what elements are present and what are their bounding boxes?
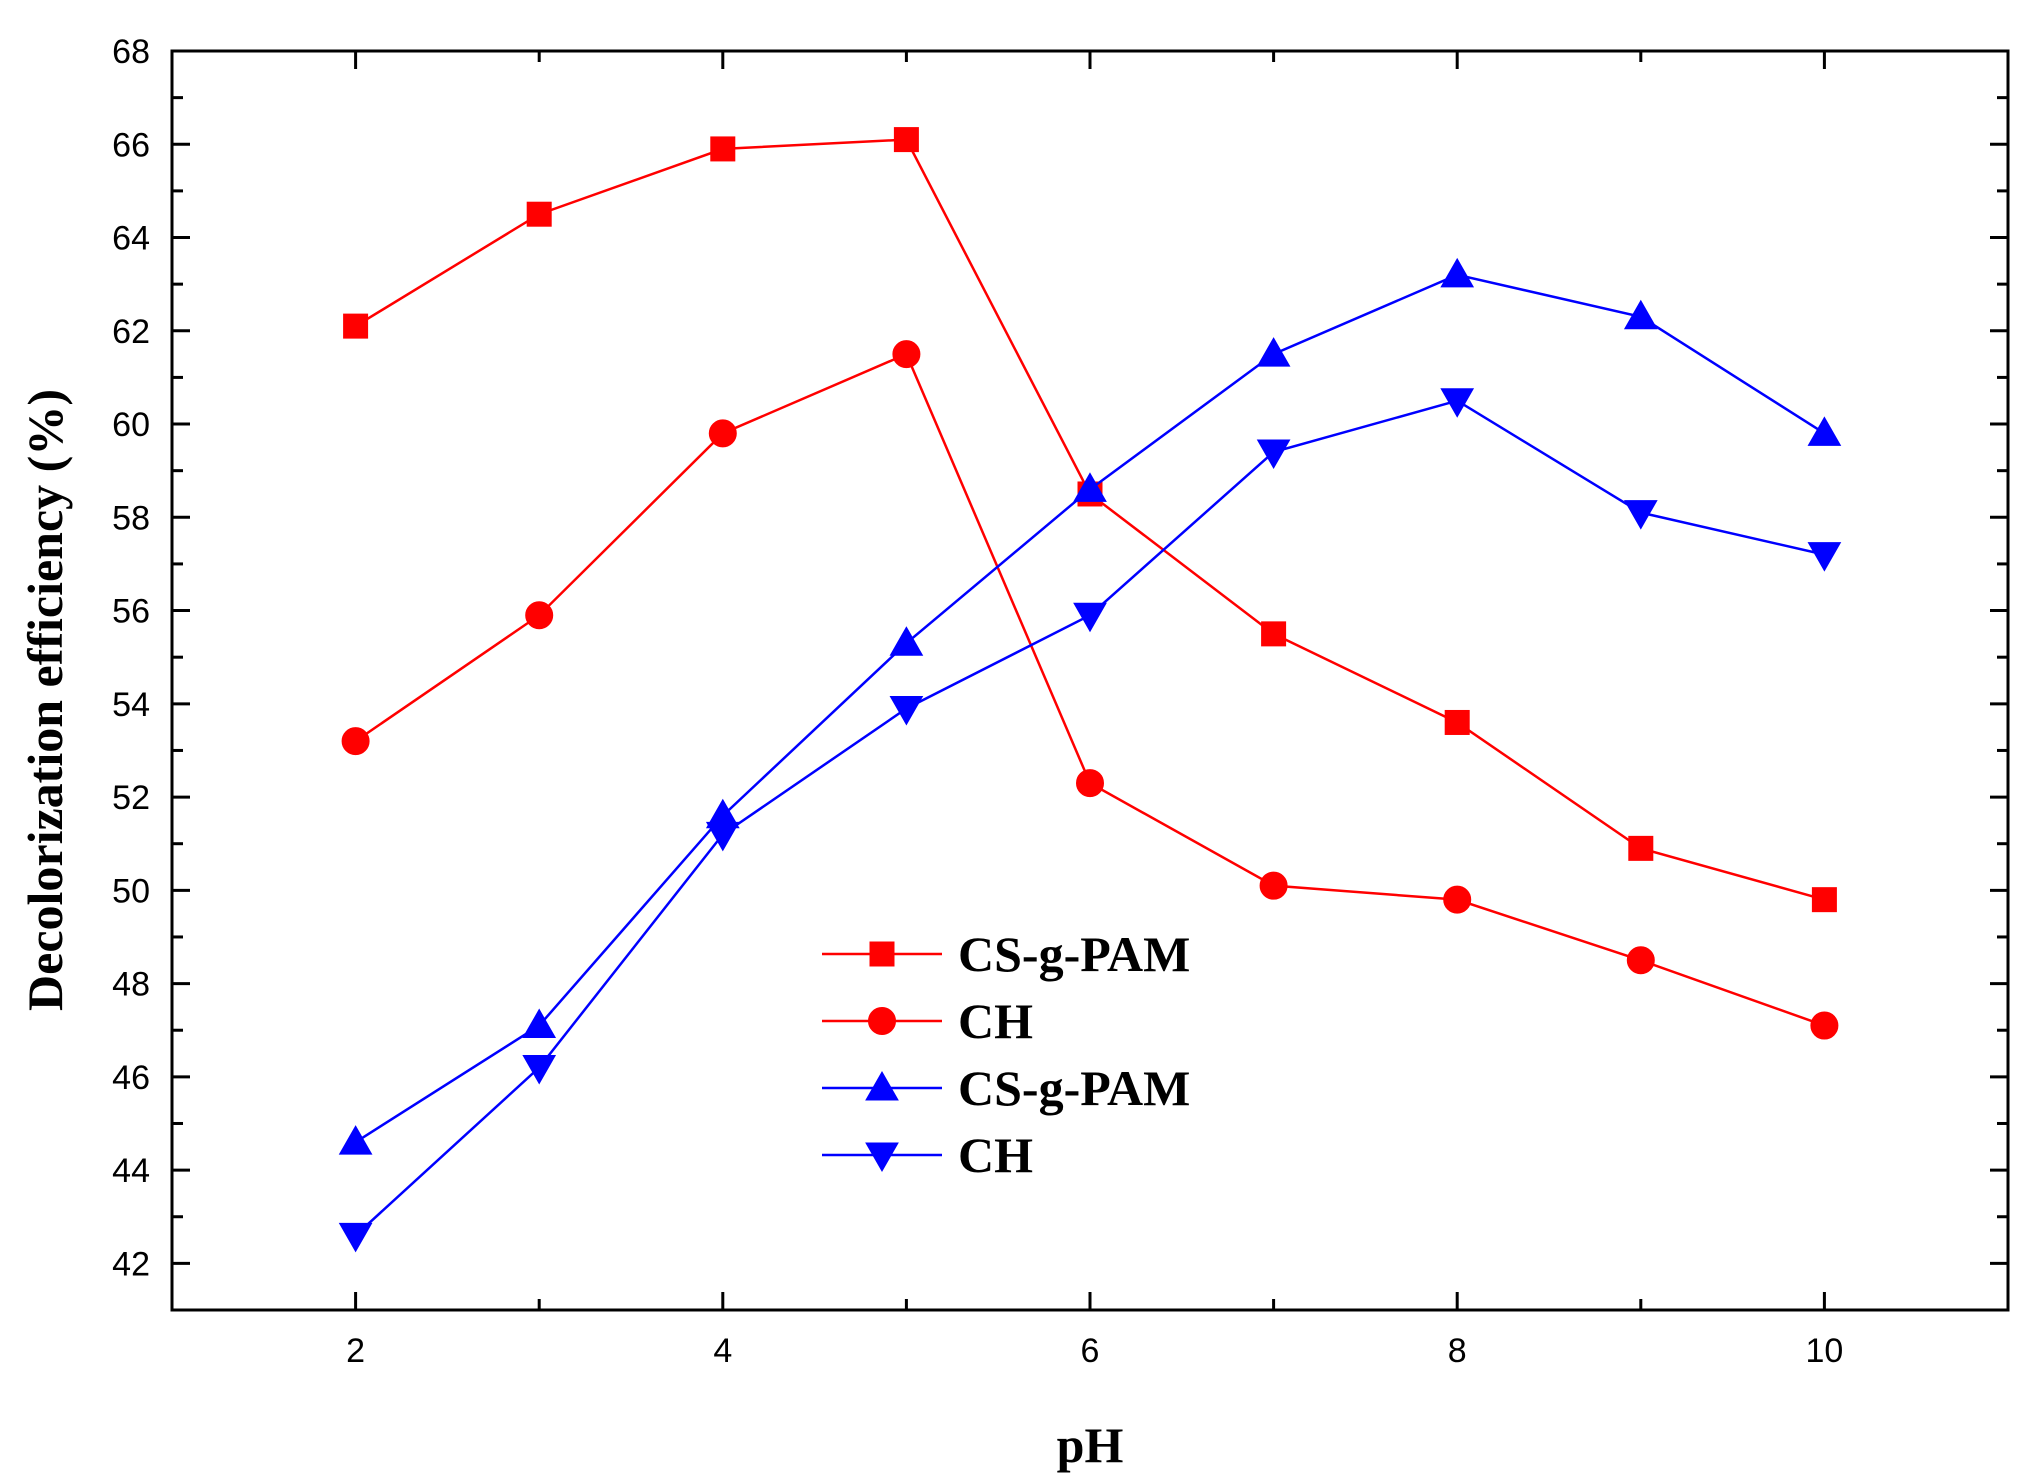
y-tick-label: 48 bbox=[112, 966, 150, 1004]
data-point bbox=[705, 821, 740, 852]
data-point bbox=[1807, 542, 1842, 572]
y-tick-label: 54 bbox=[112, 686, 150, 724]
y-tick-label: 64 bbox=[112, 220, 150, 258]
data-point bbox=[893, 127, 919, 153]
y-axis-title: Decolorization efficiency (%) bbox=[17, 389, 73, 1011]
data-point bbox=[1628, 835, 1654, 861]
data-point bbox=[889, 695, 924, 726]
y-tick-label: 42 bbox=[112, 1245, 150, 1283]
y-tick-label: 68 bbox=[112, 33, 150, 71]
y-tick-label: 46 bbox=[112, 1059, 150, 1097]
x-tick-label: 4 bbox=[713, 1332, 732, 1370]
data-point bbox=[1807, 416, 1842, 446]
data-point bbox=[1440, 388, 1475, 418]
legend-item: CH bbox=[822, 1127, 1033, 1183]
data-point bbox=[1440, 257, 1475, 288]
y-tick-label: 62 bbox=[112, 313, 150, 351]
data-point bbox=[525, 601, 554, 630]
y-tick-label: 52 bbox=[112, 779, 150, 817]
data-point bbox=[1623, 299, 1658, 330]
data-point bbox=[338, 1125, 373, 1155]
plot-frame bbox=[170, 49, 2010, 1312]
data-point bbox=[889, 626, 924, 656]
series-layer bbox=[338, 127, 1842, 1253]
data-point bbox=[1626, 946, 1655, 975]
data-point bbox=[1256, 439, 1291, 470]
data-point bbox=[522, 1008, 557, 1039]
y-tick-label: 50 bbox=[112, 872, 150, 910]
legend-item: CS-g-PAM bbox=[822, 1060, 1190, 1116]
y-tick-label: 60 bbox=[112, 406, 150, 444]
data-point bbox=[522, 1055, 557, 1085]
x-axis-title: pH bbox=[1057, 1417, 1124, 1473]
data-point bbox=[1261, 621, 1287, 647]
data-point bbox=[338, 1222, 373, 1253]
data-point bbox=[710, 136, 736, 162]
legend-label: CS-g-PAM bbox=[958, 926, 1190, 982]
legend-label: CS-g-PAM bbox=[958, 1060, 1190, 1116]
legend-marker bbox=[865, 1142, 899, 1173]
x-axis-ticks: 2 4 6 8 10 bbox=[170, 51, 2010, 1370]
legend-marker bbox=[868, 1007, 896, 1035]
data-point bbox=[1256, 337, 1291, 367]
data-point bbox=[343, 313, 369, 339]
x-tick-label: 8 bbox=[1448, 1332, 1467, 1370]
data-point bbox=[1444, 709, 1470, 735]
series-line bbox=[354, 352, 1825, 1027]
y-tick-label: 56 bbox=[112, 593, 150, 631]
legend-label: CH bbox=[958, 1127, 1033, 1183]
data-point bbox=[1076, 769, 1104, 798]
x-tick-label: 2 bbox=[346, 1332, 365, 1370]
legend-marker bbox=[865, 1070, 899, 1101]
y-axis-ticks: 42 44 46 48 50 52 54 56 58 60 62 64 66 68 bbox=[112, 33, 2008, 1312]
data-point bbox=[341, 727, 370, 756]
y-tick-label: 58 bbox=[112, 499, 150, 537]
data-point bbox=[1073, 602, 1107, 633]
x-tick-label: 6 bbox=[1081, 1332, 1100, 1370]
series-2 bbox=[341, 340, 1839, 1040]
legend: CS-g-PAM CH CS-g-PAM CH bbox=[822, 926, 1190, 1183]
data-point bbox=[1810, 1011, 1839, 1040]
legend-item: CH bbox=[822, 993, 1033, 1049]
data-point bbox=[1443, 885, 1472, 914]
data-point bbox=[1259, 871, 1288, 900]
legend-label: CH bbox=[958, 993, 1033, 1049]
data-point bbox=[892, 340, 921, 369]
series-line bbox=[354, 273, 1826, 1144]
data-point bbox=[526, 201, 552, 227]
data-point bbox=[1623, 500, 1658, 530]
y-tick-label: 66 bbox=[112, 126, 150, 164]
data-point bbox=[1073, 472, 1107, 502]
data-point bbox=[708, 419, 737, 448]
legend-item: CS-g-PAM bbox=[822, 926, 1190, 982]
series-3 bbox=[338, 257, 1842, 1155]
x-tick-label: 10 bbox=[1805, 1332, 1843, 1370]
y-tick-label: 44 bbox=[112, 1152, 150, 1190]
legend-marker bbox=[869, 941, 895, 967]
data-point bbox=[1811, 887, 1837, 913]
series-4 bbox=[338, 388, 1842, 1253]
